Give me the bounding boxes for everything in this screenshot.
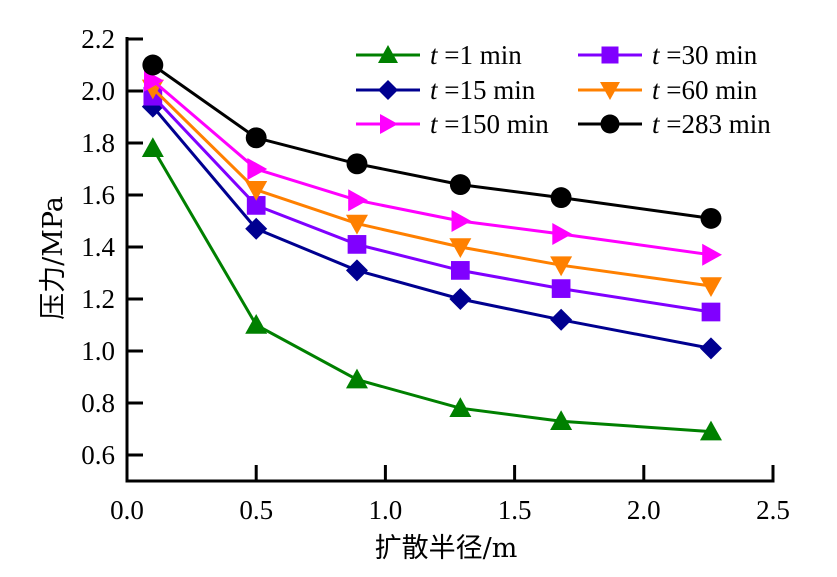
legend-marker-square-icon: [601, 46, 619, 64]
x-axis-title: 扩散半径/m: [375, 533, 518, 564]
series-line: [151, 63, 712, 220]
data-point-marker: [245, 181, 268, 201]
legend-item: t =283 min: [578, 109, 771, 139]
data-point-marker: [348, 189, 368, 212]
legend-item: t =60 min: [578, 75, 758, 105]
data-point-marker: [346, 153, 368, 175]
series-t-30-min: [143, 86, 721, 322]
legend-item: t =1 min: [356, 40, 522, 70]
data-point-marker: [449, 174, 471, 196]
y-tick-label: 0.6: [81, 440, 115, 470]
series-t-15-min: [141, 95, 722, 360]
data-point-marker: [246, 196, 266, 215]
series-t-1-min: [141, 137, 722, 441]
data-point-marker: [142, 54, 164, 76]
data-point-marker: [449, 238, 472, 258]
data-point-marker: [245, 314, 268, 334]
y-tick-label: 2.2: [81, 24, 115, 54]
y-tick-label: 0.8: [81, 388, 115, 418]
legend-label: t =30 min: [652, 40, 758, 70]
y-tick-label: 1.4: [81, 232, 115, 262]
data-point-marker: [449, 397, 472, 417]
series-line: [151, 79, 712, 257]
y-tick-label: 1.8: [81, 128, 115, 158]
data-point-marker: [345, 214, 368, 235]
data-point-marker: [141, 137, 164, 157]
series-t-60-min: [141, 79, 722, 297]
data-point-marker: [450, 261, 470, 280]
legend-label: t =283 min: [652, 109, 771, 139]
y-tick-label: 1.6: [81, 180, 115, 210]
legend-label-text: =283 min: [660, 109, 772, 139]
legend-item: t =150 min: [356, 109, 549, 139]
legend-marker-triangle-down-icon: [600, 82, 620, 100]
series-line: [151, 87, 712, 288]
x-tick-label: 2.0: [627, 495, 661, 525]
legend-label-var: t: [430, 40, 439, 70]
legend-marker-circle-icon: [600, 114, 620, 134]
data-point-marker: [347, 235, 367, 254]
data-point-marker: [550, 308, 573, 331]
legend-item: t =15 min: [356, 75, 536, 105]
axes: 0.6 0.8 1.0 1.2 1.4 1.6 1.8 2.0 2.2 0.0 0.5 1.0 1.5 2…: [81, 24, 790, 525]
x-tick-label: 2.5: [756, 495, 790, 525]
data-point-marker: [449, 288, 472, 310]
series-t-150-min: [144, 69, 722, 266]
legend-label: t =60 min: [652, 75, 758, 105]
legend-marker-diamond-icon: [378, 80, 398, 100]
data-point-marker: [345, 368, 368, 389]
x-tick-label: 1.5: [498, 495, 532, 525]
series-t-283-min: [142, 54, 722, 229]
data-point-marker: [699, 277, 722, 297]
legend-label-text: =60 min: [660, 75, 758, 105]
legend-label-var: t: [652, 40, 661, 70]
legend-label: t =15 min: [430, 75, 536, 105]
data-point-marker: [144, 69, 164, 92]
data-point-marker: [702, 243, 722, 266]
legend-label-var: t: [430, 109, 439, 139]
series-line: [151, 147, 712, 434]
data-point-marker: [247, 158, 268, 180]
legend-label-text: =30 min: [660, 40, 758, 70]
legend-label-text: =15 min: [438, 75, 536, 105]
x-tick-label: 0.5: [239, 495, 273, 525]
legend-label-var: t: [652, 75, 661, 105]
data-point-marker: [245, 217, 268, 240]
legend-label: t =150 min: [430, 109, 549, 139]
data-point-marker: [552, 223, 573, 245]
data-point-marker: [550, 187, 572, 209]
series-line: [151, 95, 712, 314]
data-point-marker: [551, 279, 571, 298]
data-point-marker: [451, 210, 472, 232]
x-tick-label: 0.0: [110, 495, 144, 525]
series-group: [141, 54, 722, 441]
legend-marker-triangle-right-icon: [380, 114, 398, 134]
x-tick-label: 1.0: [369, 495, 403, 525]
data-point-marker: [345, 259, 368, 282]
legend-label-text: =150 min: [438, 109, 550, 139]
y-tick-label: 1.2: [81, 284, 115, 314]
series-line: [151, 105, 712, 350]
data-point-marker: [550, 256, 573, 277]
legend-label-text: =1 min: [438, 40, 523, 70]
legend-marker-triangle-up-icon: [378, 45, 398, 63]
legend-label-var: t: [430, 75, 439, 105]
data-point-marker: [699, 420, 722, 441]
data-point-marker: [550, 410, 573, 430]
y-tick-label: 2.0: [81, 76, 115, 106]
y-axis-title: 压力/MPa: [38, 196, 69, 320]
data-point-marker: [700, 207, 722, 229]
legend-item: t =30 min: [578, 40, 758, 70]
legend-label-var: t: [652, 109, 661, 139]
data-point-marker: [701, 302, 721, 322]
data-point-marker: [699, 337, 722, 360]
y-tick-label: 1.0: [81, 336, 115, 366]
legend-label: t =1 min: [430, 40, 522, 70]
data-point-marker: [245, 127, 267, 149]
